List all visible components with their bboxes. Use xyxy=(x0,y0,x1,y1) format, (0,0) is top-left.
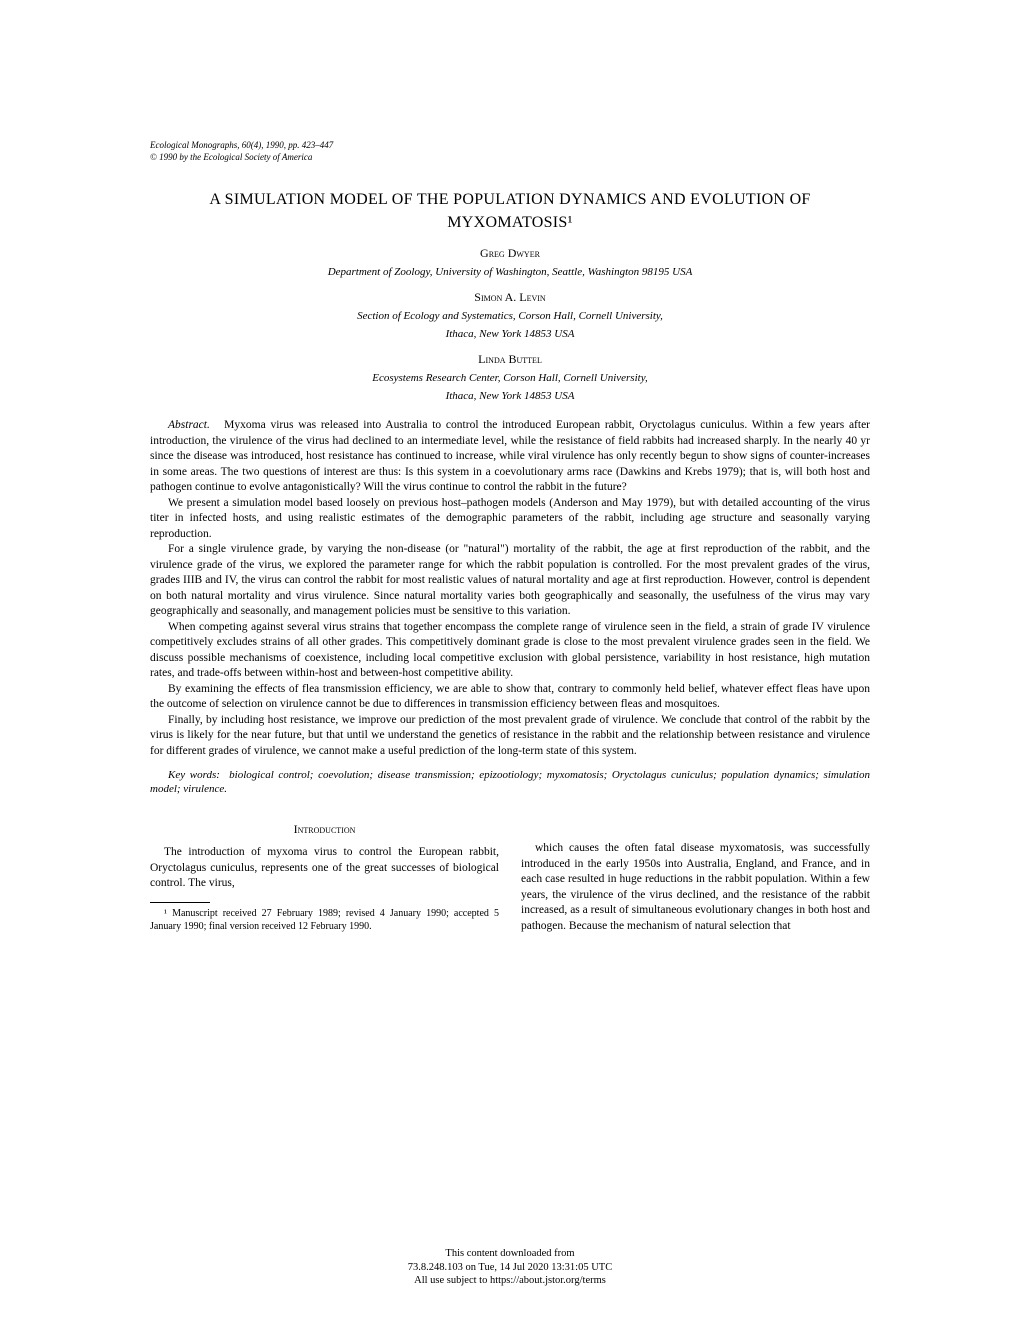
abstract-para-4: When competing against several virus str… xyxy=(150,620,870,682)
introduction-heading: Introduction xyxy=(150,821,499,837)
abstract-para-6: Finally, by including host resistance, w… xyxy=(150,713,870,760)
footnote-rule xyxy=(150,902,210,903)
footer-line-2: 73.8.248.103 on Tue, 14 Jul 2020 13:31:0… xyxy=(0,1261,1020,1275)
author-block-2: Simon A. Levin Section of Ecology and Sy… xyxy=(150,290,870,342)
download-footer: This content downloaded from 73.8.248.10… xyxy=(0,1247,1020,1288)
manuscript-footnote: ¹ Manuscript received 27 February 1989; … xyxy=(150,907,499,933)
citation-line-2: © 1990 by the Ecological Society of Amer… xyxy=(150,152,870,164)
abstract-para-1: Abstract. Myxoma virus was released into… xyxy=(150,418,870,496)
intro-right-text: which causes the often fatal disease myx… xyxy=(521,841,870,934)
citation-line-1: Ecological Monographs, 60(4), 1990, pp. … xyxy=(150,140,870,152)
left-column: Introduction The introduction of myxoma … xyxy=(150,803,499,934)
footer-line-1: This content downloaded from xyxy=(0,1247,1020,1261)
author-block-1: Greg Dwyer Department of Zoology, Univer… xyxy=(150,246,870,280)
author-name-1: Greg Dwyer xyxy=(150,246,870,261)
author-affiliation-2b: Ithaca, New York 14853 USA xyxy=(446,328,575,340)
abstract-para-5: By examining the effects of flea transmi… xyxy=(150,682,870,713)
right-column: which causes the often fatal disease myx… xyxy=(521,803,870,934)
page: Ecological Monographs, 60(4), 1990, pp. … xyxy=(0,0,1020,1320)
abstract-text-1: Myxoma virus was released into Australia… xyxy=(150,419,870,493)
abstract-label: Abstract. xyxy=(168,419,210,431)
intro-left-text: The introduction of myxoma virus to cont… xyxy=(150,845,499,892)
paper-title: A SIMULATION MODEL OF THE POPULATION DYN… xyxy=(150,189,870,234)
author-block-3: Linda Buttel Ecosystems Research Center,… xyxy=(150,352,870,404)
author-affiliation-3a: Ecosystems Research Center, Corson Hall,… xyxy=(372,372,647,384)
abstract-para-2: We present a simulation model based loos… xyxy=(150,496,870,543)
abstract-block: Abstract. Myxoma virus was released into… xyxy=(150,418,870,759)
abstract-para-3: For a single virulence grade, by varying… xyxy=(150,542,870,620)
footer-line-3: All use subject to https://about.jstor.o… xyxy=(0,1274,1020,1288)
keywords-block: Key words: biological control; coevoluti… xyxy=(150,768,870,798)
keywords-text: biological control; coevolution; disease… xyxy=(150,769,870,796)
author-name-2: Simon A. Levin xyxy=(150,290,870,305)
journal-citation: Ecological Monographs, 60(4), 1990, pp. … xyxy=(150,140,870,163)
intro-columns: Introduction The introduction of myxoma … xyxy=(150,803,870,934)
author-name-3: Linda Buttel xyxy=(150,352,870,367)
keywords-label: Key words: xyxy=(168,769,220,781)
author-affiliation-2a: Section of Ecology and Systematics, Cors… xyxy=(357,310,663,322)
author-affiliation-1: Department of Zoology, University of Was… xyxy=(328,266,693,278)
author-affiliation-3b: Ithaca, New York 14853 USA xyxy=(446,390,575,402)
